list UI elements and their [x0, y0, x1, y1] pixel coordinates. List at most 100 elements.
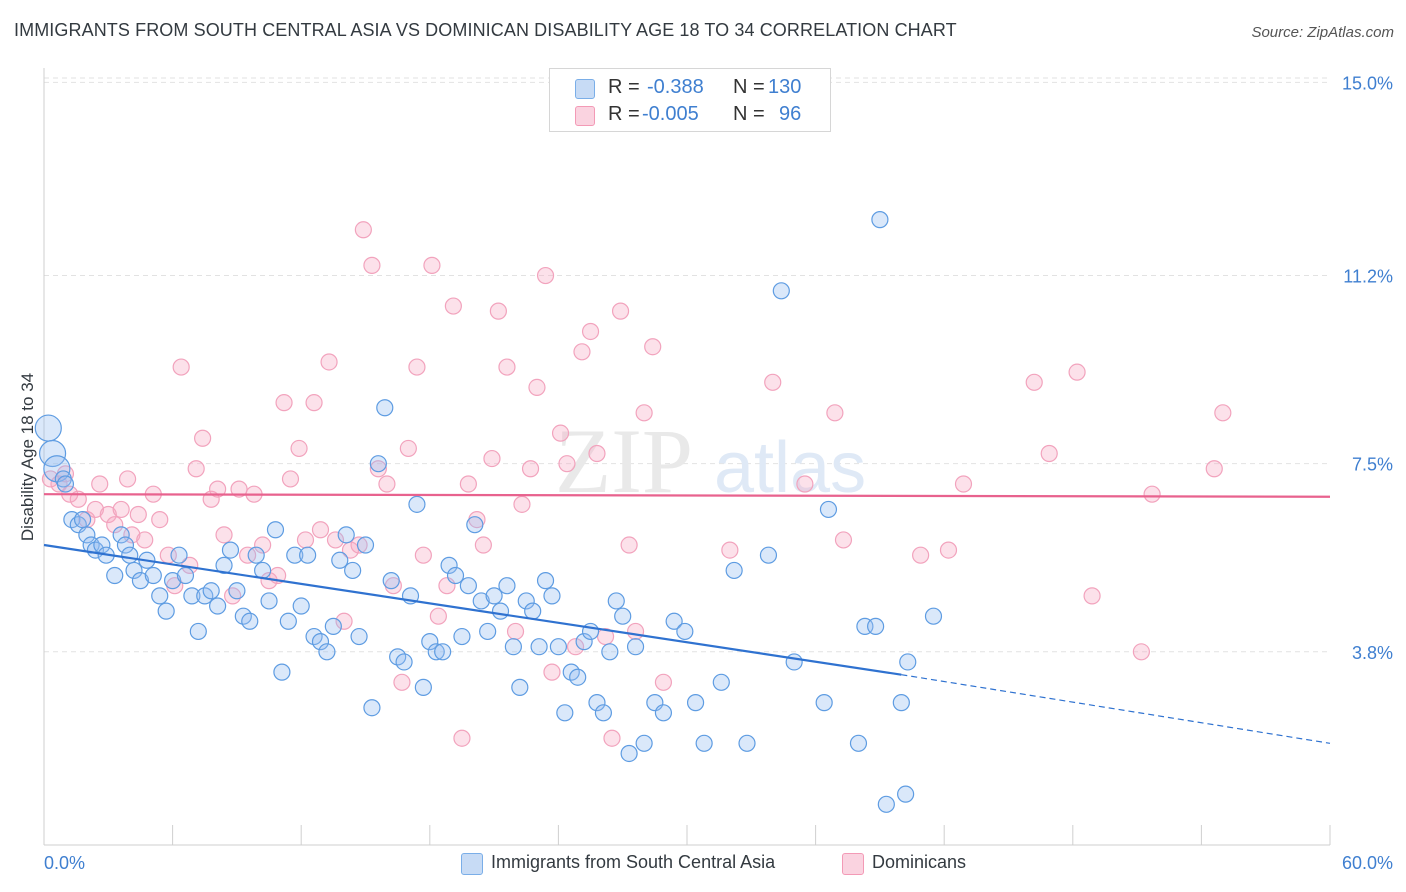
south-central-asia-point — [686, 694, 705, 712]
south-central-asia-point — [924, 607, 943, 625]
dominicans-point — [112, 500, 130, 519]
x-tick-label: 60.0% — [1342, 853, 1393, 873]
south-central-asia-point — [356, 536, 375, 554]
dominicans-point — [194, 429, 212, 447]
dominicans-point — [129, 505, 147, 524]
y-tick-label: 11.2% — [1343, 267, 1393, 287]
south-central-asia-point — [266, 521, 285, 539]
south-central-asia-point — [209, 597, 227, 615]
south-central-asia-point — [601, 643, 619, 661]
dominicans-point — [611, 302, 630, 320]
south-central-asia-point — [472, 592, 490, 610]
x-tick-labels: 0.0% 60.0% — [44, 853, 1393, 873]
dominicans-point — [939, 541, 958, 559]
dominicans-point — [1040, 444, 1058, 463]
dominicans-point — [118, 470, 137, 488]
y-tick-label: 15.0% — [1342, 73, 1393, 93]
south-central-asia-point — [440, 556, 458, 574]
dominicans-point — [281, 470, 300, 488]
dominicans-point — [654, 673, 673, 691]
dominicans-point — [566, 638, 585, 656]
south-central-asia-point — [382, 572, 400, 590]
dominicans-point — [912, 546, 930, 564]
legend-swatch-blue — [575, 79, 595, 99]
legend-r-value: -0.005 — [642, 103, 699, 125]
legend-r-label: R = — [608, 103, 640, 125]
south-central-asia-point — [176, 566, 195, 585]
dominicans-point — [215, 526, 233, 544]
dominicans-point — [588, 444, 606, 463]
legend-n-label: N = — [733, 76, 765, 98]
legend-label: Immigrants from South Central Asia — [491, 852, 776, 872]
south-central-asia-point — [34, 414, 62, 442]
south-central-asia-point — [56, 475, 75, 493]
correlation-legend: R = -0.388 N = 130 R = -0.005 N = 96 — [549, 68, 831, 132]
south-central-asia-point — [897, 785, 915, 803]
dominicans-point — [41, 470, 60, 488]
south-central-asia-point — [453, 627, 471, 646]
y-tick-label: 7.5% — [1352, 455, 1393, 475]
south-central-asia-point — [241, 612, 259, 630]
south-central-asia-point — [116, 536, 135, 554]
south-central-asia-point — [635, 734, 653, 752]
south-central-asia-point — [819, 500, 838, 519]
dominicans-point — [528, 378, 546, 397]
grid-lines — [44, 77, 1330, 653]
legend-n-label: N = — [733, 103, 765, 125]
y-tick-labels: 3.8% 7.5% 11.2% 15.0% — [1342, 73, 1393, 662]
dominicans-point — [474, 536, 492, 554]
south-central-asia-point — [785, 653, 803, 671]
legend-r-label: R = — [608, 76, 640, 98]
south-central-asia-point — [170, 546, 188, 564]
dominicans-point — [954, 475, 973, 493]
dominicans-point — [86, 500, 105, 519]
south-central-asia-point — [511, 678, 529, 696]
south-central-asia-point — [446, 566, 465, 585]
dominicans-point — [498, 358, 516, 376]
south-central-asia-point — [112, 526, 130, 544]
dominicans-point — [1025, 373, 1043, 391]
south-central-asia-point — [247, 546, 265, 564]
south-central-asia-point — [466, 516, 484, 534]
south-central-asia-point — [491, 602, 510, 620]
dominicans-point — [1214, 404, 1232, 422]
south-central-asia-point — [254, 561, 272, 580]
dominicans-point — [305, 394, 323, 412]
south-central-asia-point — [899, 653, 917, 671]
south-central-asia-point — [620, 744, 638, 763]
south-central-asia-point — [485, 587, 503, 605]
dominicans-point — [796, 475, 814, 493]
south-central-asia-point — [607, 592, 625, 610]
legend-n-value: 130 — [768, 76, 802, 98]
dominicans-point — [423, 256, 441, 274]
axes — [43, 68, 1331, 846]
south-central-asia-point — [369, 455, 387, 473]
dominicans-point — [834, 531, 853, 549]
south-central-asia-point — [427, 643, 445, 661]
dominicans-point — [414, 546, 432, 564]
dominicans-point — [311, 521, 330, 539]
south-central-asia-point — [867, 617, 885, 635]
south-central-asia-point — [350, 627, 368, 646]
south-central-asia-point — [144, 566, 162, 585]
south-central-asia-point — [260, 592, 278, 610]
south-central-asia-point — [626, 638, 645, 656]
south-central-asia-point — [459, 577, 477, 595]
legend-row-blue: R = -0.388 N = 130 — [550, 74, 830, 102]
south-central-asia-point — [530, 638, 548, 656]
south-central-asia-point — [202, 582, 220, 600]
series-dominicans — [41, 221, 1232, 747]
dominicans-point — [136, 531, 154, 549]
dominicans-point — [350, 536, 368, 554]
south-central-asia-point — [421, 633, 439, 651]
legend-swatch-blue — [461, 853, 483, 875]
south-central-asia-point — [221, 541, 240, 559]
south-central-asia-point — [151, 587, 169, 605]
legend-swatch-pink — [575, 106, 595, 126]
south-central-asia-point — [772, 282, 790, 300]
dominicans-point — [543, 663, 561, 681]
y-tick-label: 3.8% — [1352, 643, 1393, 663]
dominicans-point — [296, 531, 315, 549]
south-central-asia-point — [121, 546, 139, 564]
